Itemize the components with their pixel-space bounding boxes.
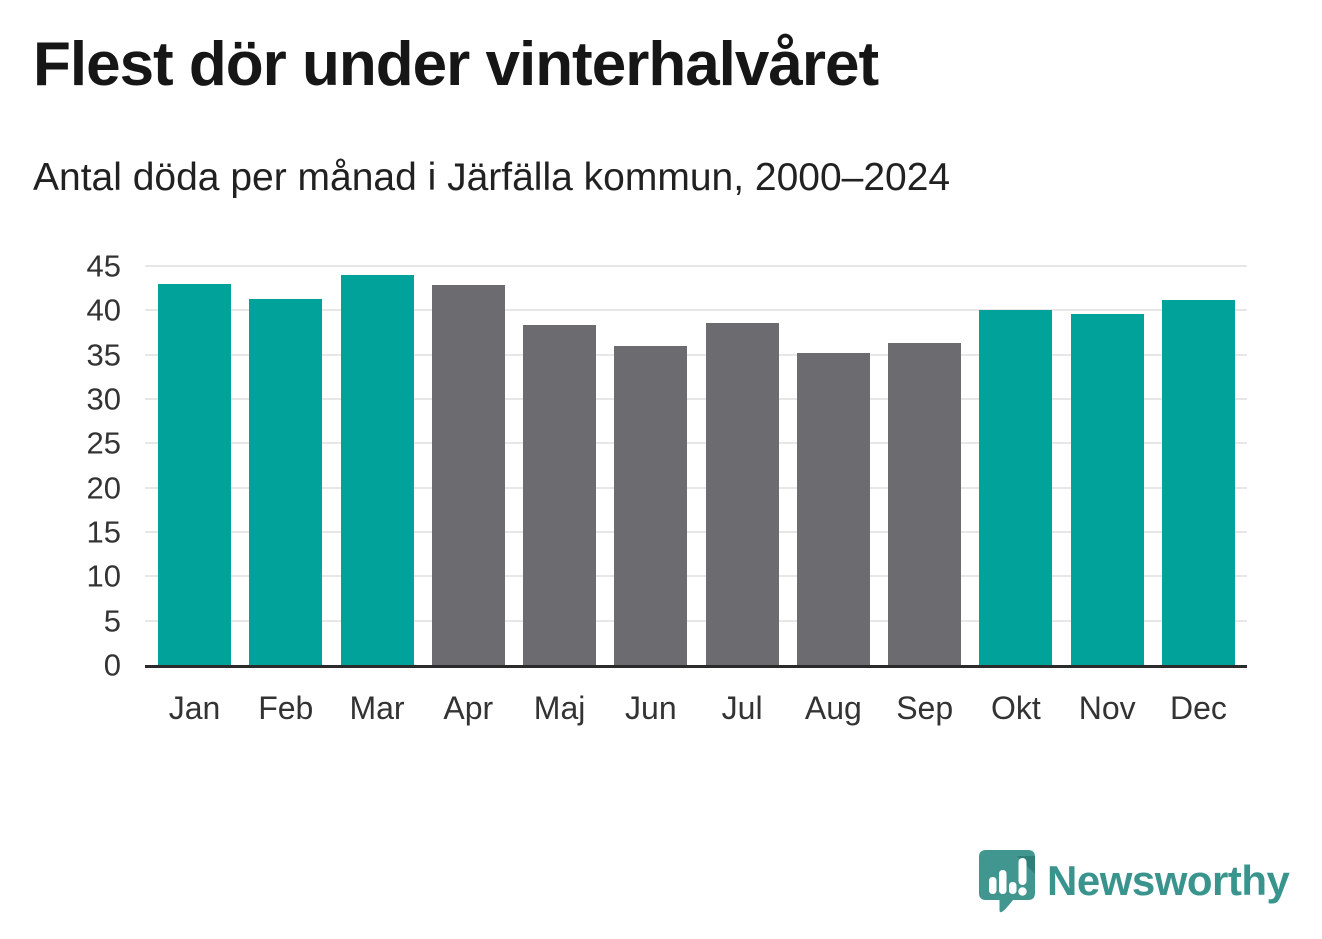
bar-aug bbox=[796, 352, 870, 665]
x-tick-label-apr: Apr bbox=[443, 690, 494, 726]
x-tick-label-maj: Maj bbox=[533, 690, 586, 726]
bar-jun bbox=[614, 345, 688, 665]
gridline-45 bbox=[145, 265, 1247, 267]
gridline-10 bbox=[145, 575, 1247, 578]
x-tick-label-dec: Dec bbox=[1170, 690, 1227, 726]
gridline-15 bbox=[145, 531, 1247, 533]
y-tick-label-35: 35 bbox=[86, 337, 121, 373]
plot-area: Jan Feb Mar Apr Maj Jun Jul Aug Sep Okt Nov Dec bbox=[145, 265, 1247, 726]
chart-title: Flest dör under vinterhalvåret bbox=[33, 30, 879, 99]
y-tick-label-15: 15 bbox=[86, 514, 121, 550]
brand-footer: Newsworthy bbox=[976, 848, 1290, 914]
x-tick-label-mar: Mar bbox=[349, 690, 405, 726]
y-tick-label-5: 5 bbox=[103, 603, 121, 639]
gridline-30 bbox=[145, 398, 1247, 400]
bar-feb bbox=[249, 298, 323, 665]
bar-mar bbox=[340, 274, 414, 665]
bar-apr bbox=[431, 284, 505, 665]
x-tick-label-jan: Jan bbox=[168, 690, 221, 726]
bar-jan bbox=[158, 283, 231, 665]
y-tick-label-25: 25 bbox=[86, 425, 121, 461]
bar-sep bbox=[888, 343, 962, 665]
newsworthy-bubble-chart-icon bbox=[979, 850, 1035, 913]
x-tick-label-jul: Jul bbox=[721, 690, 763, 726]
bar-maj bbox=[523, 325, 597, 665]
x-tick-label-aug: Aug bbox=[804, 690, 862, 726]
x-tick-label-feb: Feb bbox=[258, 690, 314, 726]
brand-name: Newsworthy bbox=[1047, 857, 1290, 904]
y-tick-label-0: 0 bbox=[103, 647, 121, 683]
x-tick-label-okt: Okt bbox=[991, 690, 1041, 726]
bar-nov bbox=[1070, 313, 1144, 665]
gridline-35 bbox=[145, 353, 1247, 356]
bar-dec bbox=[1161, 299, 1235, 665]
chart-subtitle: Antal döda per månad i Järfälla kommun, … bbox=[33, 156, 951, 199]
bar-jul bbox=[705, 322, 779, 665]
x-tick-label-jun: Jun bbox=[625, 690, 677, 726]
y-tick-label-10: 10 bbox=[86, 558, 121, 594]
y-axis: 0 5 10 15 20 25 30 35 40 45 bbox=[31, 251, 121, 681]
y-tick-label-40: 40 bbox=[86, 292, 121, 328]
gridline-25 bbox=[145, 442, 1247, 445]
y-tick-label-20: 20 bbox=[86, 470, 121, 506]
bar-okt bbox=[979, 310, 1053, 665]
x-tick-label-nov: Nov bbox=[1078, 690, 1136, 726]
x-axis-line bbox=[145, 665, 1247, 668]
x-tick-label-sep: Sep bbox=[896, 690, 954, 726]
gridline-5 bbox=[145, 619, 1247, 622]
gridline-40 bbox=[145, 309, 1247, 312]
y-tick-label-45: 45 bbox=[86, 248, 121, 284]
gridline-20 bbox=[145, 486, 1247, 489]
y-tick-label-30: 30 bbox=[86, 381, 121, 417]
